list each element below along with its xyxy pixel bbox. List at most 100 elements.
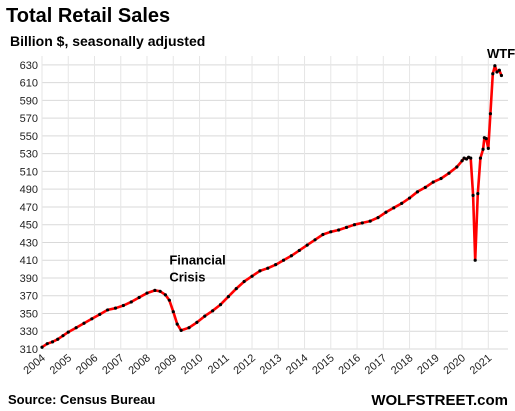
data-point [329,230,333,234]
data-point [337,228,341,232]
data-point [211,309,215,313]
y-tick-label: 350 [20,308,38,320]
data-point [415,190,420,194]
data-point [74,326,78,330]
data-point [145,291,149,295]
data-point [447,171,451,175]
data-point [171,310,175,314]
data-point [274,263,278,267]
data-point [439,176,443,181]
data-point [384,210,388,214]
data-point [469,156,473,160]
data-point [106,308,110,312]
data-point [226,295,230,299]
data-point [250,274,254,278]
data-point [218,303,223,307]
y-tick-label: 410 [20,255,38,267]
data-point [61,334,65,338]
data-point [121,303,125,308]
gridlines [41,56,508,350]
x-tick-label: 2009 [153,352,179,377]
data-point [40,345,44,349]
data-point [478,156,483,160]
data-point [187,326,191,330]
data-point [486,146,490,150]
data-point [297,248,301,253]
data-point [344,225,349,229]
data-point [497,68,501,72]
y-tick-label: 630 [20,60,38,72]
data-point [455,165,459,169]
data-point [82,321,86,325]
data-point [484,136,488,141]
y-tick-label: 610 [20,78,38,90]
data-point [163,293,167,297]
y-tick-label: 470 [20,202,38,214]
y-tick-label: 590 [20,95,38,107]
data-point [129,300,133,304]
data-point [423,185,427,190]
y-tick-label: 310 [20,344,38,356]
chart-subtitle: Billion $, seasonally adjusted [10,33,205,49]
x-axis-ticks: 2004 2005 2006 2007 2008 2009 2010 2011 2012 2013… [21,352,494,377]
y-axis-ticks: 310 330 350 370 390 410 430 450 470 490 510 530 550 5… [20,60,38,356]
data-point [266,266,270,270]
data-point [376,215,380,220]
x-tick-label: 2011 [206,352,232,376]
data-point [167,298,171,302]
data-point [113,306,118,310]
y-tick-label: 570 [20,113,38,125]
x-tick-label: 2020 [442,352,468,377]
x-tick-label: 2014 [284,352,310,377]
data-point [50,340,55,344]
data-point [400,201,404,205]
y-tick-label: 390 [20,273,38,285]
x-tick-label: 2005 [48,352,74,377]
data-point [153,288,157,292]
data-point [203,314,207,318]
data-point [431,180,435,184]
data-point [45,342,49,346]
data-point [242,279,246,284]
data-point [137,295,141,300]
data-point [464,157,469,161]
data-point [392,206,396,210]
series-group [40,64,504,349]
data-point [289,254,294,258]
source-note: Source: Census Bureau [8,392,155,407]
data-point [368,219,372,223]
data-point [195,320,199,324]
x-tick-label: 2013 [258,352,284,377]
data-point [56,337,60,341]
data-point [158,289,162,293]
x-tick-label: 2019 [415,352,441,377]
brand-watermark: WOLFSTREET.com [371,392,508,409]
data-point [179,328,183,332]
data-point [313,238,317,242]
y-tick-label: 490 [20,184,38,196]
data-point [281,258,286,262]
data-point [481,147,485,151]
data-point [175,322,179,326]
x-tick-label: 2010 [179,352,205,377]
data-point [493,64,497,68]
x-tick-label: 2017 [363,352,389,377]
data-point [460,159,464,163]
y-tick-label: 450 [20,220,38,232]
data-point [66,330,70,334]
chart-title: Total Retail Sales [6,5,170,27]
annotation-label: Crisis [169,270,205,285]
x-tick-label: 2018 [389,352,415,377]
x-tick-label: 2012 [231,352,257,377]
data-point [98,312,102,316]
x-tick-label: 2015 [310,352,336,377]
y-tick-label: 510 [20,166,38,178]
data-point [258,269,262,273]
y-tick-label: 330 [20,326,38,338]
data-point [90,317,94,321]
data-point [473,258,477,262]
y-tick-label: 530 [20,149,38,161]
y-tick-label: 430 [20,237,38,249]
data-point [407,196,412,200]
